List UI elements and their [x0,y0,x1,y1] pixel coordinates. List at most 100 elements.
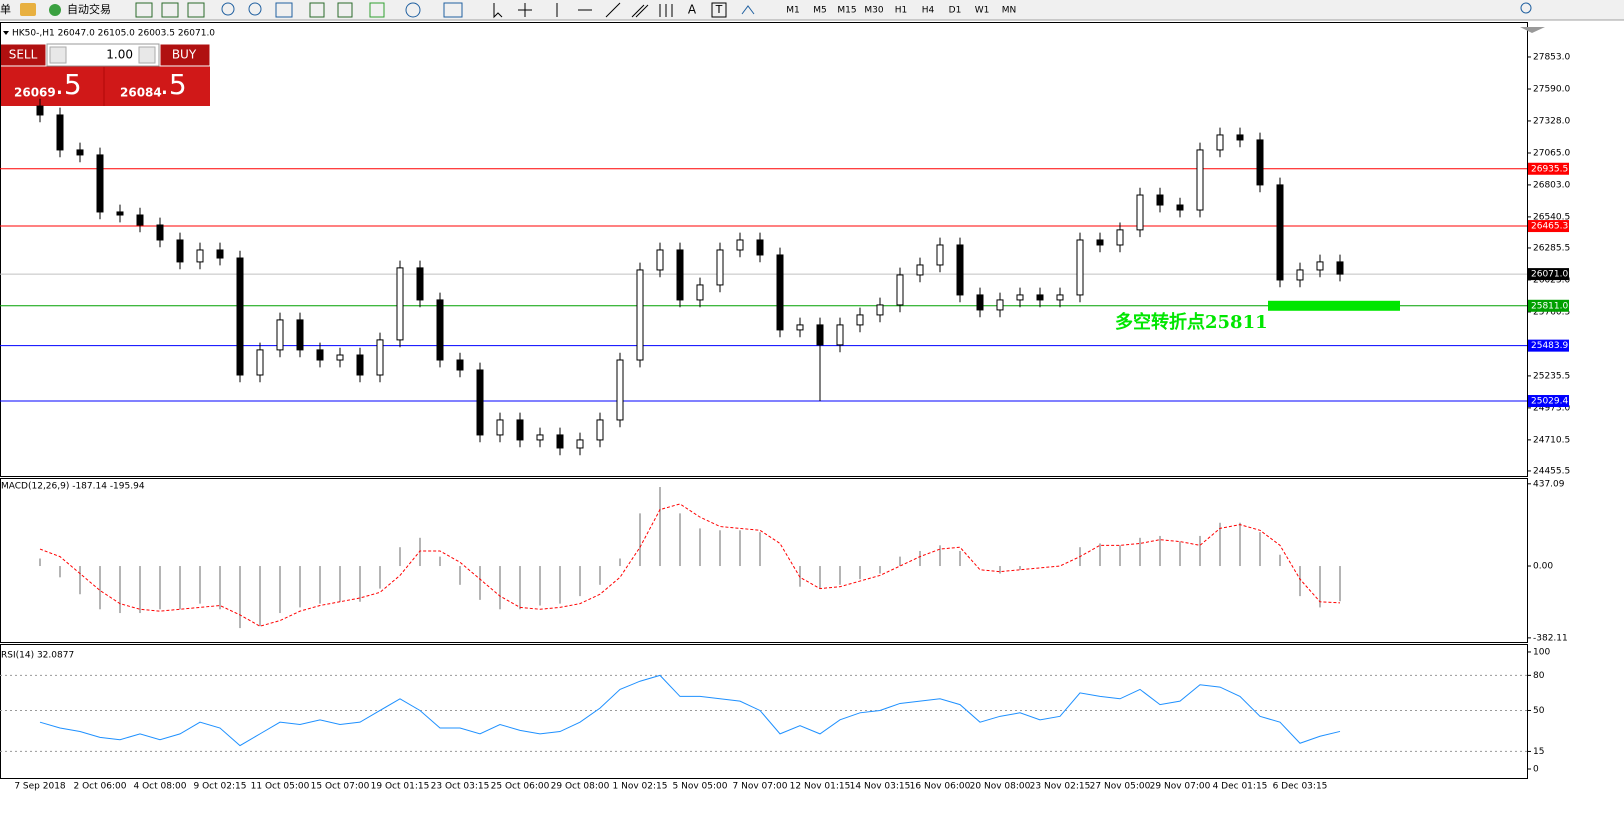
candle-body [176,239,184,263]
icon-autotrade[interactable] [49,4,61,16]
icon-crosshair[interactable] [518,3,532,17]
buy-pips: .5 [160,68,187,101]
text-tool[interactable]: T [715,3,723,16]
sell-price-box[interactable] [0,67,103,106]
level-label: 26935.5 [1531,164,1568,174]
x-tick-label: 20 Nov 08:00 [970,782,1031,792]
buy-label[interactable]: BUY [172,48,197,62]
icon-trendline[interactable] [605,2,621,18]
macd-bar [619,558,621,567]
rsi-title: RSI(14) 32.0877 [1,651,74,661]
timeframe-button[interactable]: H4 [922,6,935,16]
macd-bar [1199,535,1201,567]
timeframe-button[interactable]: M1 [786,6,800,16]
buy-button[interactable] [159,43,211,67]
icon-line[interactable] [187,2,205,18]
icon-tile[interactable] [275,2,293,18]
macd-panel [0,478,1528,643]
autotrade-button[interactable]: 自动交易 [67,2,111,16]
icon-shift[interactable] [337,2,353,18]
icon-bars[interactable] [135,2,153,18]
candle-body [756,239,764,256]
pivot-marker [1268,300,1400,311]
y-tick-label: 26540.5 [1533,212,1570,222]
candle-body [1076,239,1084,296]
macd-bar [59,566,61,578]
sell-button[interactable] [0,43,47,67]
icon-autoscroll[interactable] [309,2,325,18]
x-tick-label: 15 Oct 07:00 [311,782,370,792]
volume-box[interactable] [46,43,160,67]
level-label: 26465.3 [1531,222,1568,232]
timeframe-button[interactable]: H1 [895,6,908,16]
macd-bar [1219,522,1221,567]
text-tool[interactable]: A [688,3,697,17]
candle-body [656,249,664,271]
icon-candles[interactable] [161,2,179,18]
icon-label-box[interactable] [711,2,727,18]
macd-bar [739,530,741,567]
timeframe-button[interactable]: D1 [949,6,962,16]
candle-body [136,214,144,226]
macd-bar [399,547,401,567]
macd-bar [1239,522,1241,567]
candle-body [776,254,784,331]
timeframe-button[interactable]: W1 [975,6,990,16]
macd-bar [639,513,641,567]
level-label-bg [1528,395,1569,408]
candle-body [116,211,124,216]
x-tick-label: 19 Oct 01:15 [371,782,430,792]
volume-up[interactable] [138,46,156,64]
icon-fibo[interactable] [659,4,673,17]
candle-body [1336,261,1344,275]
timeframe-button[interactable]: M30 [864,6,883,16]
x-tick-label: 4 Dec 01:15 [1213,782,1268,792]
macd-bar [699,528,701,567]
rsi-panel [0,644,1528,779]
candle-body [256,349,264,376]
macd-bar [1339,566,1341,602]
icon-cursor[interactable] [493,3,503,19]
timeframe-button[interactable]: MN [1002,6,1017,16]
sell-pips: .5 [55,68,82,101]
macd-bar [1299,566,1301,597]
volume-value[interactable]: 1.00 [106,48,133,62]
y-tick-label: 15 [1533,747,1544,757]
candle-body [356,354,364,376]
timeframe-button[interactable]: M15 [837,6,856,16]
x-tick-label: 16 Nov 06:00 [910,782,971,792]
icon-arrows[interactable] [741,5,755,15]
macd-bar [859,566,861,580]
y-tick-label: 26803.0 [1533,180,1570,190]
icon-templates[interactable] [443,2,463,18]
icon-indicators[interactable] [369,2,385,18]
candle-body [876,304,884,316]
macd-bar [959,550,961,567]
x-tick-label: 29 Oct 08:00 [551,782,610,792]
volume-down[interactable] [49,46,67,64]
candle-body [1316,261,1324,271]
sell-label[interactable]: SELL [9,48,38,62]
timeframe-button[interactable]: M5 [813,6,827,16]
icon-zoom-in[interactable] [221,2,235,16]
candle-body [336,354,344,361]
candle-body [1256,139,1264,186]
candle-body [996,299,1004,311]
icon-search[interactable] [1520,2,1532,14]
macd-bar [299,566,301,608]
icon-zoom-out[interactable] [248,2,262,16]
icon-folder[interactable] [20,3,36,16]
level-label: 25811.0 [1531,301,1568,311]
candle-body [616,359,624,421]
macd-bar [279,566,281,614]
macd-bar [1259,532,1261,567]
icon-periods[interactable] [405,2,421,18]
candle-body [316,349,324,361]
buy-price-box[interactable] [105,67,210,106]
icon-channel[interactable] [631,4,649,18]
rsi-line [39,674,1341,747]
macd-bar [459,566,461,585]
y-tick-label: -382.11 [1533,633,1568,643]
menu-fragment[interactable]: 单 [0,3,11,16]
macd-bar [1139,537,1141,567]
